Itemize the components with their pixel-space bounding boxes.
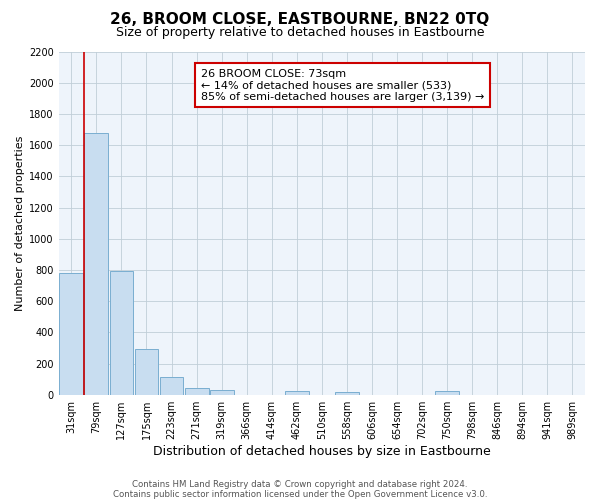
Text: Contains public sector information licensed under the Open Government Licence v3: Contains public sector information licen…	[113, 490, 487, 499]
Bar	[435, 391, 459, 394]
Bar	[210, 390, 233, 394]
Bar	[185, 388, 209, 394]
Bar	[59, 273, 83, 394]
Y-axis label: Number of detached properties: Number of detached properties	[15, 136, 25, 311]
Text: Size of property relative to detached houses in Eastbourne: Size of property relative to detached ho…	[116, 26, 484, 39]
Bar	[285, 391, 309, 394]
Text: 26 BROOM CLOSE: 73sqm
← 14% of detached houses are smaller (533)
85% of semi-det: 26 BROOM CLOSE: 73sqm ← 14% of detached …	[201, 68, 484, 102]
Bar	[134, 348, 158, 395]
Text: 26, BROOM CLOSE, EASTBOURNE, BN22 0TQ: 26, BROOM CLOSE, EASTBOURNE, BN22 0TQ	[110, 12, 490, 28]
Bar	[110, 272, 133, 394]
Bar	[85, 132, 108, 394]
Text: Contains HM Land Registry data © Crown copyright and database right 2024.: Contains HM Land Registry data © Crown c…	[132, 480, 468, 489]
X-axis label: Distribution of detached houses by size in Eastbourne: Distribution of detached houses by size …	[153, 444, 491, 458]
Bar	[335, 392, 359, 394]
Bar	[160, 377, 184, 394]
